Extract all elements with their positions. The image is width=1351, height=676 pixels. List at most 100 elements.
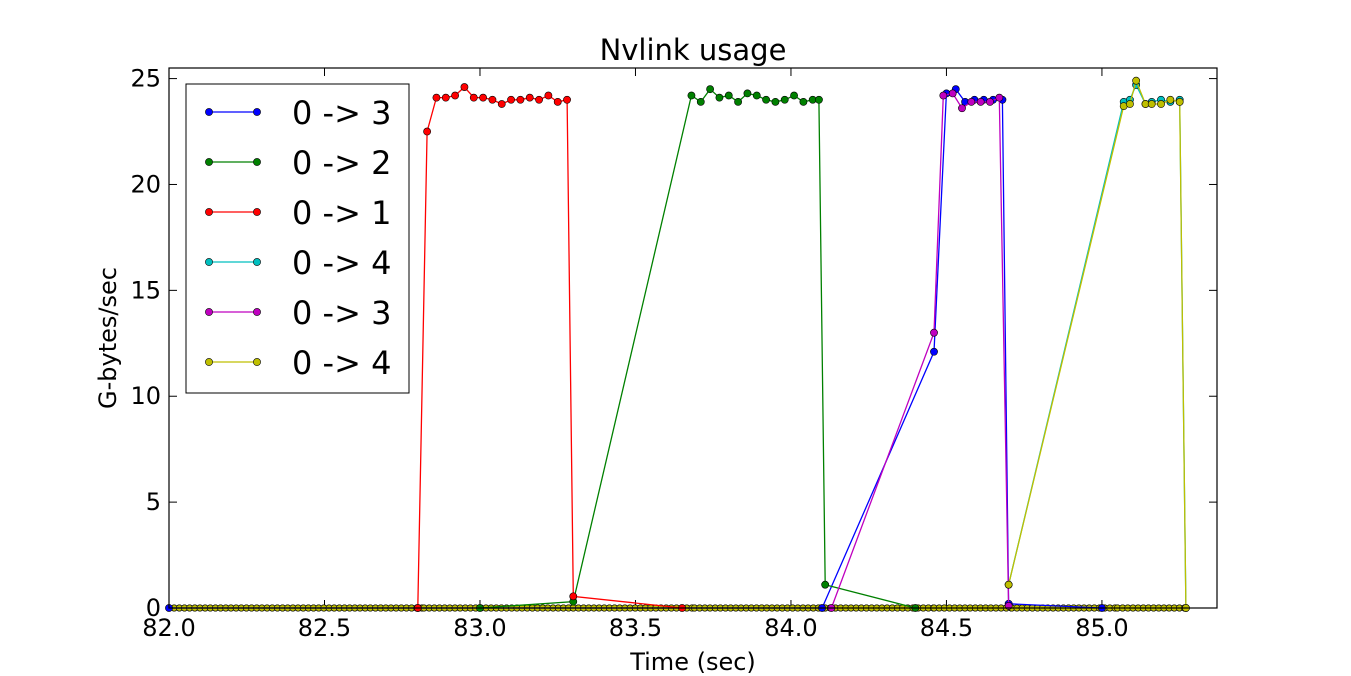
- series-line: [479, 88, 916, 609]
- data-point: [1166, 95, 1175, 104]
- data-point: [469, 93, 478, 102]
- data-point: [1157, 100, 1165, 108]
- data-point: [507, 95, 515, 104]
- data-point: [432, 93, 441, 102]
- series-4: [827, 89, 1013, 612]
- data-point: [497, 100, 506, 108]
- legend-marker: [253, 158, 261, 166]
- data-point: [488, 95, 497, 104]
- series-1: [476, 85, 920, 612]
- legend-label: 0 -> 3: [292, 94, 391, 132]
- y-tick-label: 5: [146, 488, 161, 516]
- y-tick-label: 10: [130, 382, 161, 410]
- legend-marker: [253, 108, 261, 116]
- data-point: [939, 91, 948, 100]
- data-point: [525, 93, 534, 102]
- legend-label: 0 -> 2: [292, 144, 391, 182]
- data-point: [544, 91, 553, 100]
- legend-entry: 0 -> 3: [205, 294, 391, 332]
- legend-marker: [253, 258, 261, 266]
- data-point: [706, 85, 715, 94]
- x-tick-label: 83.5: [609, 614, 662, 642]
- data-point: [976, 97, 985, 106]
- data-point: [1175, 97, 1184, 106]
- data-point: [930, 347, 938, 356]
- data-point: [734, 97, 742, 106]
- x-tick-label: 83.0: [453, 614, 506, 642]
- x-tick-label: 84.5: [920, 614, 973, 642]
- data-point: [821, 580, 830, 589]
- series-line: [830, 92, 1010, 609]
- x-tick-label: 84.0: [764, 614, 817, 642]
- data-point: [780, 95, 789, 104]
- series-line: [417, 86, 683, 609]
- legend-marker: [205, 308, 213, 316]
- data-point: [1004, 580, 1013, 589]
- x-axis-label: Time (sec): [629, 648, 756, 676]
- data-point: [460, 83, 469, 91]
- x-tick-label: 82.0: [142, 614, 195, 642]
- data-point: [815, 95, 823, 104]
- y-axis-label: G-bytes/sec: [94, 267, 122, 409]
- data-point: [762, 95, 770, 104]
- data-point: [986, 97, 994, 106]
- legend: 0 -> 3 0 -> 2 0 -> 1 0 -> 4 0 -> 3 0 -> 4: [185, 83, 410, 394]
- series-line: [1007, 83, 1187, 609]
- y-tick-label: 25: [130, 65, 161, 93]
- data-point: [958, 104, 966, 113]
- legend-marker: [205, 258, 213, 266]
- legend-entry: 0 -> 2: [205, 144, 391, 182]
- data-point: [743, 89, 752, 98]
- data-point: [1147, 100, 1156, 108]
- series-5: [1004, 76, 1190, 612]
- legend-marker: [253, 308, 261, 316]
- legend-marker: [253, 358, 261, 366]
- data-point: [995, 93, 1004, 102]
- data-point: [967, 97, 976, 106]
- series-layer: [165, 76, 1190, 612]
- plot-frame: [168, 67, 1218, 609]
- y-tick-label: 15: [130, 276, 161, 304]
- legend-marker: [205, 158, 213, 166]
- series-line: [1007, 78, 1187, 609]
- series-2: [413, 83, 687, 612]
- chart-title: Nvlink usage: [600, 33, 787, 67]
- data-point: [423, 127, 432, 136]
- legend-marker: [253, 208, 261, 216]
- y-tick-label: 20: [130, 170, 161, 198]
- legend-entry: 0 -> 4: [205, 344, 391, 382]
- data-point: [724, 91, 733, 100]
- legend-entry: 0 -> 1: [205, 194, 391, 232]
- legend-label: 0 -> 4: [292, 344, 391, 382]
- data-point: [441, 93, 450, 102]
- axis-ticks: 82.0 82.5 83.0 83.5 84.0 84.5 85.0 0 5 10 15 20 25: [130, 65, 1217, 642]
- data-point: [930, 328, 938, 337]
- data-point: [516, 95, 525, 104]
- x-tick-label: 85.0: [1075, 614, 1128, 642]
- data-point: [1132, 76, 1141, 85]
- x-tick-label: 82.5: [298, 614, 351, 642]
- legend-marker: [205, 108, 213, 116]
- legend-label: 0 -> 3: [292, 294, 391, 332]
- data-point: [553, 97, 562, 106]
- legend-label: 0 -> 1: [292, 194, 391, 232]
- data-point: [715, 93, 724, 102]
- y-tick-label: 0: [146, 594, 161, 622]
- legend-marker: [205, 358, 213, 366]
- data-point: [687, 91, 696, 100]
- data-point: [948, 89, 957, 98]
- legend-entry: 0 -> 3: [205, 94, 391, 132]
- data-point: [799, 97, 808, 106]
- legend-marker: [205, 208, 213, 216]
- data-point: [771, 97, 780, 106]
- legend-entry: 0 -> 4: [205, 244, 391, 282]
- data-point: [535, 95, 543, 104]
- data-point: [696, 97, 705, 106]
- data-point: [569, 592, 578, 601]
- legend-box: [185, 83, 410, 394]
- data-point: [563, 95, 571, 104]
- legend-label: 0 -> 4: [292, 244, 391, 282]
- data-point: [752, 91, 761, 100]
- data-point: [479, 93, 487, 102]
